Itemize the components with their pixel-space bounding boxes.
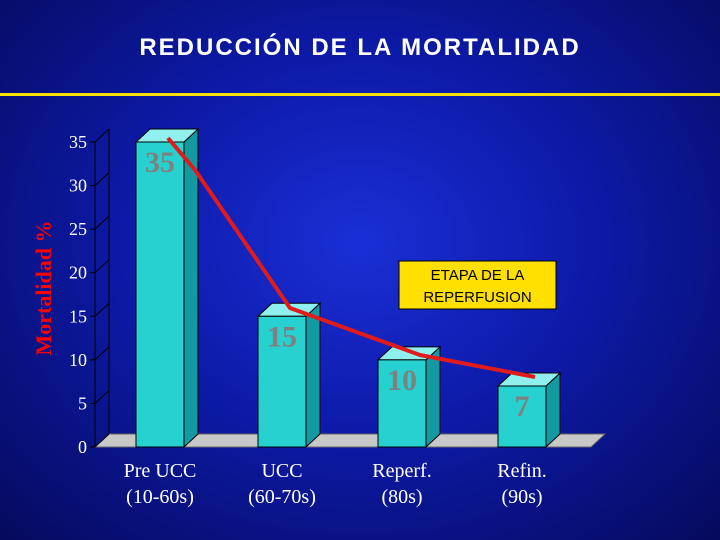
y-tick-label: 35	[69, 132, 87, 152]
category-label: (80s)	[381, 486, 422, 508]
category-label: (60-70s)	[248, 486, 316, 508]
trend-line	[166, 136, 536, 379]
category-label: Reperf.	[372, 460, 431, 482]
data-label: 7	[515, 390, 530, 423]
annotation-text: REPERFUSION	[423, 289, 531, 306]
slide-title: REDUCCIÓN DE LA MORTALIDAD	[139, 34, 581, 61]
annotation-text: ETAPA DE LA	[431, 267, 525, 284]
category-label: Pre UCC	[124, 460, 197, 482]
y-tick-depth	[94, 346, 110, 361]
y-tick-label: 10	[69, 350, 87, 370]
y-tick-label: 0	[78, 437, 87, 457]
y-tick-depth	[94, 302, 110, 317]
data-label: 35	[145, 146, 175, 179]
y-tick-label: 30	[69, 176, 87, 196]
data-label: 15	[267, 320, 297, 353]
y-tick-depth	[94, 128, 110, 143]
bar-side	[183, 127, 199, 449]
bar	[377, 359, 427, 448]
category-label: UCC	[261, 460, 302, 482]
bar	[497, 385, 547, 448]
y-tick-depth	[94, 433, 110, 448]
y-tick-label: 25	[69, 219, 87, 239]
data-label: 10	[387, 364, 417, 397]
bar	[135, 141, 185, 448]
category-label: Refin.	[497, 460, 546, 482]
y-tick-depth	[94, 172, 110, 186]
category-label: (90s)	[501, 486, 542, 508]
y-tick-label: 20	[69, 263, 87, 283]
y-tick-depth	[94, 390, 110, 404]
bar-side	[305, 302, 321, 449]
y-tick-label: 5	[78, 393, 87, 413]
y-tick-depth	[94, 259, 110, 274]
y-tick-depth	[94, 215, 110, 230]
bar	[257, 315, 307, 448]
annotation-box	[398, 260, 557, 310]
bar-side	[425, 345, 441, 449]
y-tick-label: 15	[69, 306, 87, 326]
category-label: (10-60s)	[126, 486, 194, 508]
title-rule	[0, 93, 720, 96]
